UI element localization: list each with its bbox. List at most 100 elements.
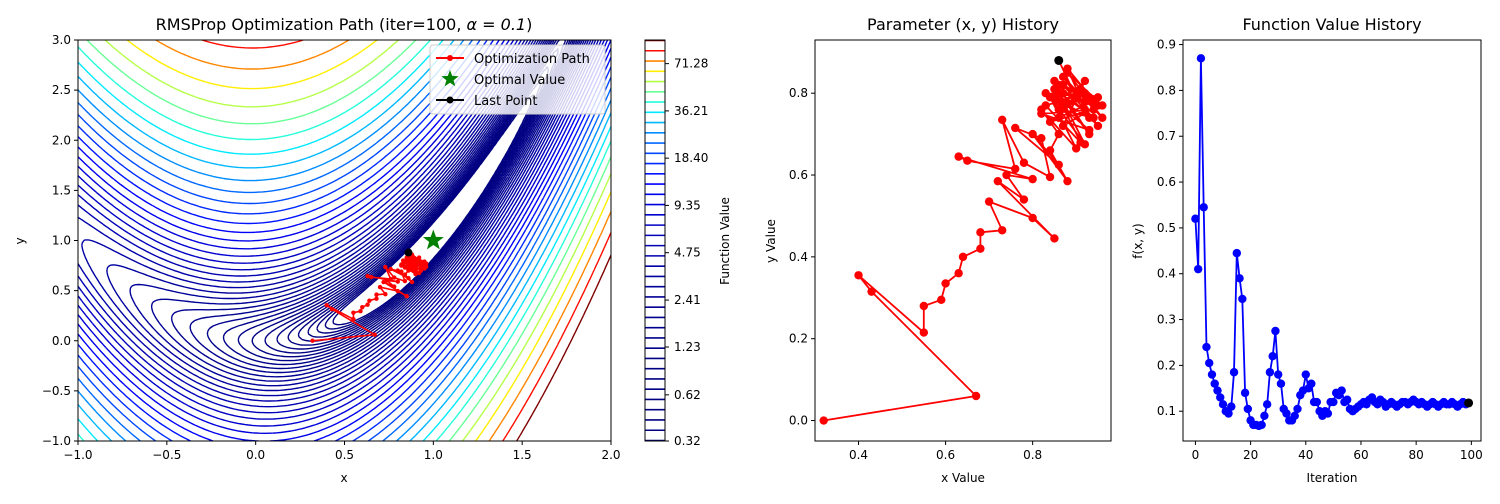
contour-ytick-label: 0.0 [52, 334, 71, 348]
parameter-history-point [1019, 195, 1029, 204]
function-value-point [1307, 379, 1316, 388]
function-value-xtick-label: 80 [1409, 448, 1424, 462]
function-value-ytick-label: 0.2 [1157, 358, 1176, 372]
legend-path-marker [447, 55, 453, 61]
function-value-xtick-label: 20 [1243, 448, 1258, 462]
function-value-point [1218, 400, 1228, 409]
optimization-path-point [351, 310, 356, 315]
parameter-history-point [1045, 172, 1055, 182]
parameter-history-point [1019, 158, 1029, 167]
contour-level-line [332, 94, 534, 326]
parameter-history-point [1045, 117, 1055, 127]
function-value-point [1268, 352, 1277, 361]
optimization-path-point [374, 292, 379, 297]
legend-last-label: Last Point [474, 94, 538, 109]
parameter-history-axes: 0.4 0.6 0.8 0.0 0.2 0.4 0.6 0.8 [789, 39, 1112, 462]
function-value-point [1257, 420, 1266, 430]
function-value-point [1229, 368, 1239, 377]
optimization-path-point [368, 274, 374, 280]
function-value-ylabel: f(x, y) [1131, 223, 1145, 258]
optimization-path-point [388, 276, 393, 282]
contour-ytick-label: 1.5 [52, 183, 71, 197]
optimization-path-point [408, 258, 413, 263]
parameter-history-point [1058, 80, 1068, 90]
optimization-path-point [402, 272, 408, 277]
optimization-path-point [310, 338, 315, 343]
optimization-path-point [400, 261, 406, 266]
optimization-path-point [400, 258, 406, 263]
function-value-point [1290, 411, 1299, 420]
parameter-history-point [937, 295, 946, 305]
function-value-plot [1191, 54, 1474, 431]
legend-box [429, 44, 606, 115]
last-point-marker [404, 248, 413, 257]
function-value-point [1273, 370, 1283, 379]
function-value-xtick-label: 40 [1298, 448, 1313, 462]
optimization-path-point [402, 278, 408, 284]
function-value-xtick-label: 0 [1192, 448, 1200, 462]
optimization-path-point [384, 278, 390, 283]
parameter-history-point [1054, 97, 1063, 106]
parameter-history-point [958, 252, 968, 262]
parameter-history-point [1041, 101, 1050, 110]
function-value-xlabel: Iteration [1307, 471, 1358, 485]
function-value-point [1323, 409, 1333, 418]
parameter-history-point [919, 328, 929, 337]
parameter-history-plot [819, 55, 1107, 425]
parameter-history-point [976, 244, 985, 253]
parameter-history-ytick-label: 0.0 [789, 414, 808, 428]
function-value-ytick-label: 0.8 [1157, 83, 1176, 97]
optimal-value-star [422, 229, 444, 250]
optimization-path-point [374, 296, 379, 301]
parameter-history-last-point [1054, 55, 1064, 65]
function-value-point [1199, 203, 1208, 212]
parameter-history-point [963, 156, 972, 165]
colorbar: 0.320.621.232.414.759.3518.4036.2171.28 … [644, 39, 732, 448]
parameter-history-point [1080, 97, 1090, 106]
optimization-path-point [381, 279, 386, 285]
parameter-history-point [941, 279, 950, 288]
contour-xtick-label: 0.0 [246, 448, 265, 462]
parameter-history-xlabel: x Value [941, 471, 985, 485]
function-value-ytick-label: 0.9 [1157, 38, 1176, 52]
function-value-point [1260, 411, 1269, 420]
parameter-history-point [1076, 138, 1085, 147]
function-value-point [1293, 404, 1302, 414]
function-value-axes: 0 20 40 60 80 100 0.1 0.2 0.3 0.4 0.5 0.6 0.7 0.8 0.9 [1157, 38, 1483, 462]
optimization-path-point [360, 304, 365, 310]
contour-level-line [104, 40, 611, 441]
colorbar-frame [644, 39, 666, 442]
parameter-history-point [1054, 129, 1063, 139]
optimization-path-point [324, 302, 329, 308]
parameter-history-point [1063, 64, 1072, 73]
parameter-history-point [854, 271, 863, 280]
function-value-ytick-label: 0.3 [1157, 313, 1176, 327]
optimization-path-point [402, 265, 408, 270]
parameter-history-point [997, 115, 1007, 124]
contour-ytick-label: 0.5 [52, 284, 71, 298]
contour-ytick-label: 2.0 [52, 133, 71, 147]
parameter-history-point [1093, 121, 1103, 131]
parameter-history-ytick-label: 0.8 [789, 86, 808, 100]
function-value-point [1210, 379, 1219, 388]
function-value-point [1227, 402, 1236, 411]
function-value-last-point [1464, 398, 1474, 408]
contour-title: RMSProp Optimization Path (iter=100, α =… [156, 15, 533, 34]
colorbar-tick-label: 0.62 [674, 388, 701, 402]
parameter-history-point [1080, 105, 1090, 114]
optimization-path-point [416, 260, 422, 265]
optimization-path-point [392, 284, 397, 289]
parameter-history-point [1028, 213, 1037, 223]
colorbar-tick-label: 36.21 [674, 104, 708, 118]
parameter-history-point [1071, 93, 1081, 102]
function-value-point [1213, 386, 1222, 395]
contour-level-line [155, 40, 611, 441]
parameter-history-point [954, 269, 963, 278]
colorbar-tick-label: 0.32 [674, 434, 701, 448]
contour-level-line [78, 40, 611, 441]
optimization-path-point [377, 284, 383, 290]
parameter-history-point [1050, 234, 1059, 243]
optimization-path-point [395, 288, 400, 294]
parameter-history-ytick-label: 0.4 [789, 250, 808, 264]
